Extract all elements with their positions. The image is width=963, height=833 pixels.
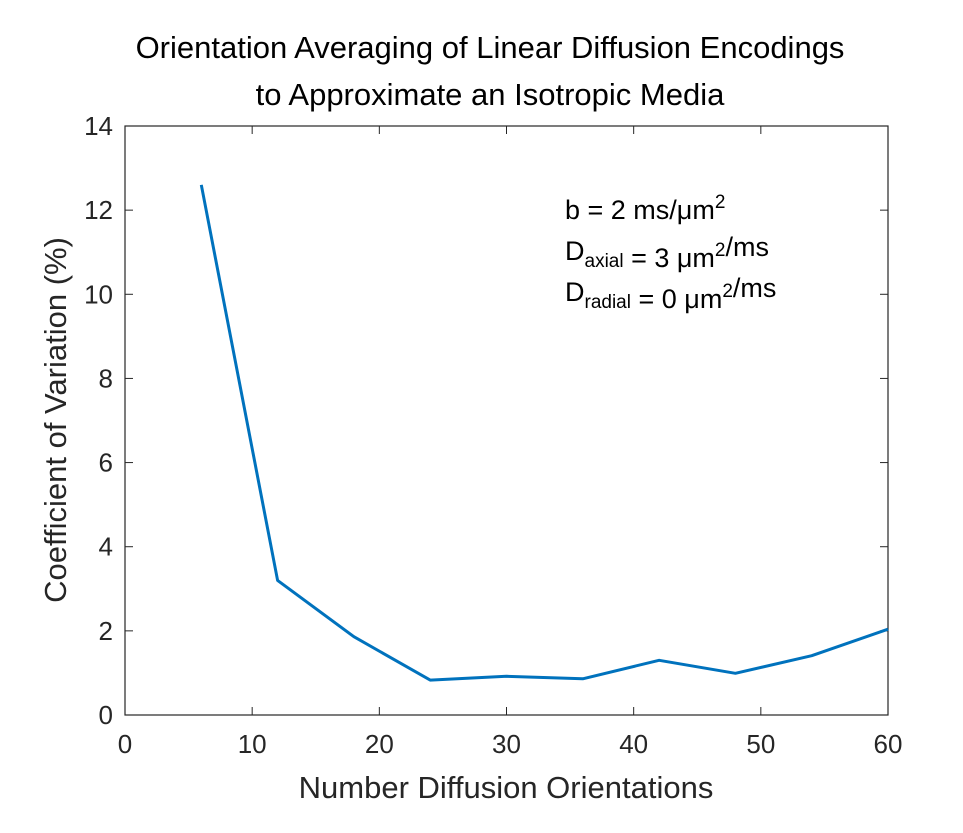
- y-tick-label: 14: [84, 111, 113, 141]
- series-line: [199, 184, 889, 682]
- x-tick-label: 60: [874, 729, 903, 759]
- series: [199, 184, 889, 682]
- y-tick-label: 10: [84, 279, 113, 309]
- superscript: 2: [715, 192, 726, 213]
- y-tick-label: 4: [99, 532, 113, 562]
- annotation-text: = 3 μm: [624, 243, 715, 273]
- y-tick-label: 12: [84, 195, 113, 225]
- annotation-line: Dradial = 0 μm2/ms: [565, 273, 776, 314]
- plot-box: [124, 125, 889, 716]
- ticks: 0 10 20 30 40 50 60 0 2 4 6 8 10 12 14: [84, 111, 902, 759]
- chart-title-line-2: to Approximate an Isotropic Media: [256, 77, 725, 112]
- x-tick-label: 0: [118, 729, 132, 759]
- annotation-text: b = 2 ms/μm: [565, 195, 715, 225]
- chart-title-line-1: Orientation Averaging of Linear Diffusio…: [136, 30, 845, 65]
- annotation-line: b = 2 ms/μm2: [565, 192, 725, 225]
- y-axis-label: Coefficient of Variation (%): [38, 237, 73, 603]
- superscript: 2: [722, 281, 733, 302]
- y-tick-label: 6: [99, 448, 113, 478]
- annotation-text: = 0 μm: [631, 284, 722, 314]
- superscript: 2: [715, 240, 726, 261]
- x-axis-label: Number Diffusion Orientations: [299, 770, 714, 805]
- x-tick-label: 30: [492, 729, 521, 759]
- y-tick-label: 0: [99, 700, 113, 730]
- y-tick-label: 2: [99, 616, 113, 646]
- subscript: radial: [585, 292, 631, 313]
- x-tick-label: 10: [238, 729, 267, 759]
- x-tick-label: 50: [746, 729, 775, 759]
- annotation-text: /ms: [733, 273, 777, 303]
- x-tick-label: 40: [619, 729, 648, 759]
- annotation-text: D: [565, 277, 585, 307]
- axes: [124, 125, 889, 716]
- y-tick-label: 8: [99, 363, 113, 393]
- annotation-text: D: [565, 236, 585, 266]
- subscript: axial: [585, 251, 624, 272]
- annotation-line: Daxial = 3 μm2/ms: [565, 232, 769, 273]
- x-tick-label: 20: [365, 729, 394, 759]
- annotation-text: /ms: [726, 232, 770, 262]
